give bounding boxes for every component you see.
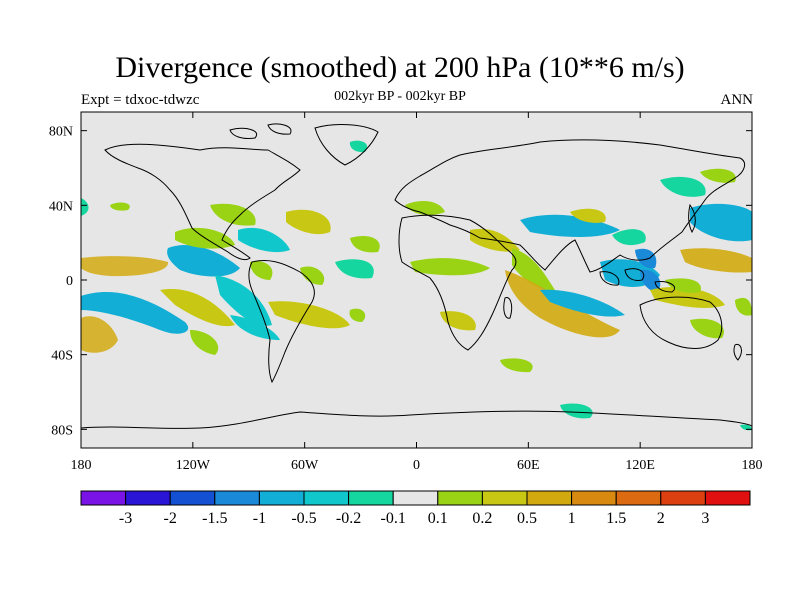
colorbar-label: -2 <box>164 510 177 527</box>
colorbar-swatch <box>660 490 706 506</box>
colorbar-swatch <box>348 490 394 506</box>
colorbar-swatch <box>80 490 127 506</box>
colorbar-swatch <box>125 490 171 506</box>
lon-tick-label: 180 <box>742 458 763 473</box>
colorbar-swatch <box>392 490 439 506</box>
colorbar-label: 0.1 <box>428 510 448 527</box>
colorbar-label: 0.2 <box>472 510 492 527</box>
colorbar-swatch <box>526 490 573 506</box>
anomaly-shading <box>81 140 752 431</box>
colorbar-swatch <box>258 490 305 506</box>
season-label: ANN <box>720 92 754 108</box>
colorbar-label: 1.5 <box>606 510 626 527</box>
colorbar: -3 -2 -1.5 -1 -0.5 -0.2 -0.1 0.1 0.2 0.5 1 1.5 2 3 <box>80 490 751 527</box>
colorbar-label: 1 <box>568 510 576 527</box>
chart-title: Divergence (smoothed) at 200 hPa (10**6 … <box>115 51 685 84</box>
colorbar-swatch <box>615 490 662 506</box>
lon-tick-label: 120E <box>625 458 655 473</box>
longitude-axis: 180 120W 60W 0 60E 120E 180 <box>71 112 763 473</box>
lon-tick-label: 180 <box>71 458 92 473</box>
colorbar-swatch <box>437 490 483 506</box>
colorbar-label: 3 <box>701 510 709 527</box>
experiment-label: Expt = tdxoc-tdwzc <box>81 92 200 108</box>
colorbar-swatch <box>214 490 260 506</box>
lon-tick-label: 120W <box>176 458 211 473</box>
colorbar-label: 2 <box>657 510 665 527</box>
colorbar-label: 0.5 <box>517 510 537 527</box>
lat-tick-label: 40S <box>51 349 73 364</box>
coastlines <box>81 123 752 429</box>
lon-tick-label: 60E <box>517 458 540 473</box>
lon-tick-label: 60W <box>291 458 319 473</box>
colorbar-label: -0.2 <box>336 510 361 527</box>
lat-tick-label: 0 <box>66 274 73 289</box>
latitude-axis: 80N 40N 0 40S 80S <box>49 125 752 438</box>
colorbar-label: -0.5 <box>291 510 316 527</box>
lat-tick-label: 80N <box>49 125 73 140</box>
colorbar-swatch <box>169 490 216 506</box>
lon-tick-label: 0 <box>413 458 420 473</box>
colorbar-label: -3 <box>119 510 132 527</box>
colorbar-swatch <box>571 490 617 506</box>
colorbar-label: -0.1 <box>381 510 406 527</box>
lat-tick-label: 40N <box>49 199 73 214</box>
colorbar-label: -1.5 <box>202 510 227 527</box>
colorbar-swatch <box>704 490 751 506</box>
colorbar-swatch <box>481 490 528 506</box>
colorbar-swatch <box>303 490 350 506</box>
colorbar-label: -1 <box>253 510 266 527</box>
period-subtitle: 002kyr BP - 002kyr BP <box>334 89 466 104</box>
lat-tick-label: 80S <box>51 423 73 438</box>
